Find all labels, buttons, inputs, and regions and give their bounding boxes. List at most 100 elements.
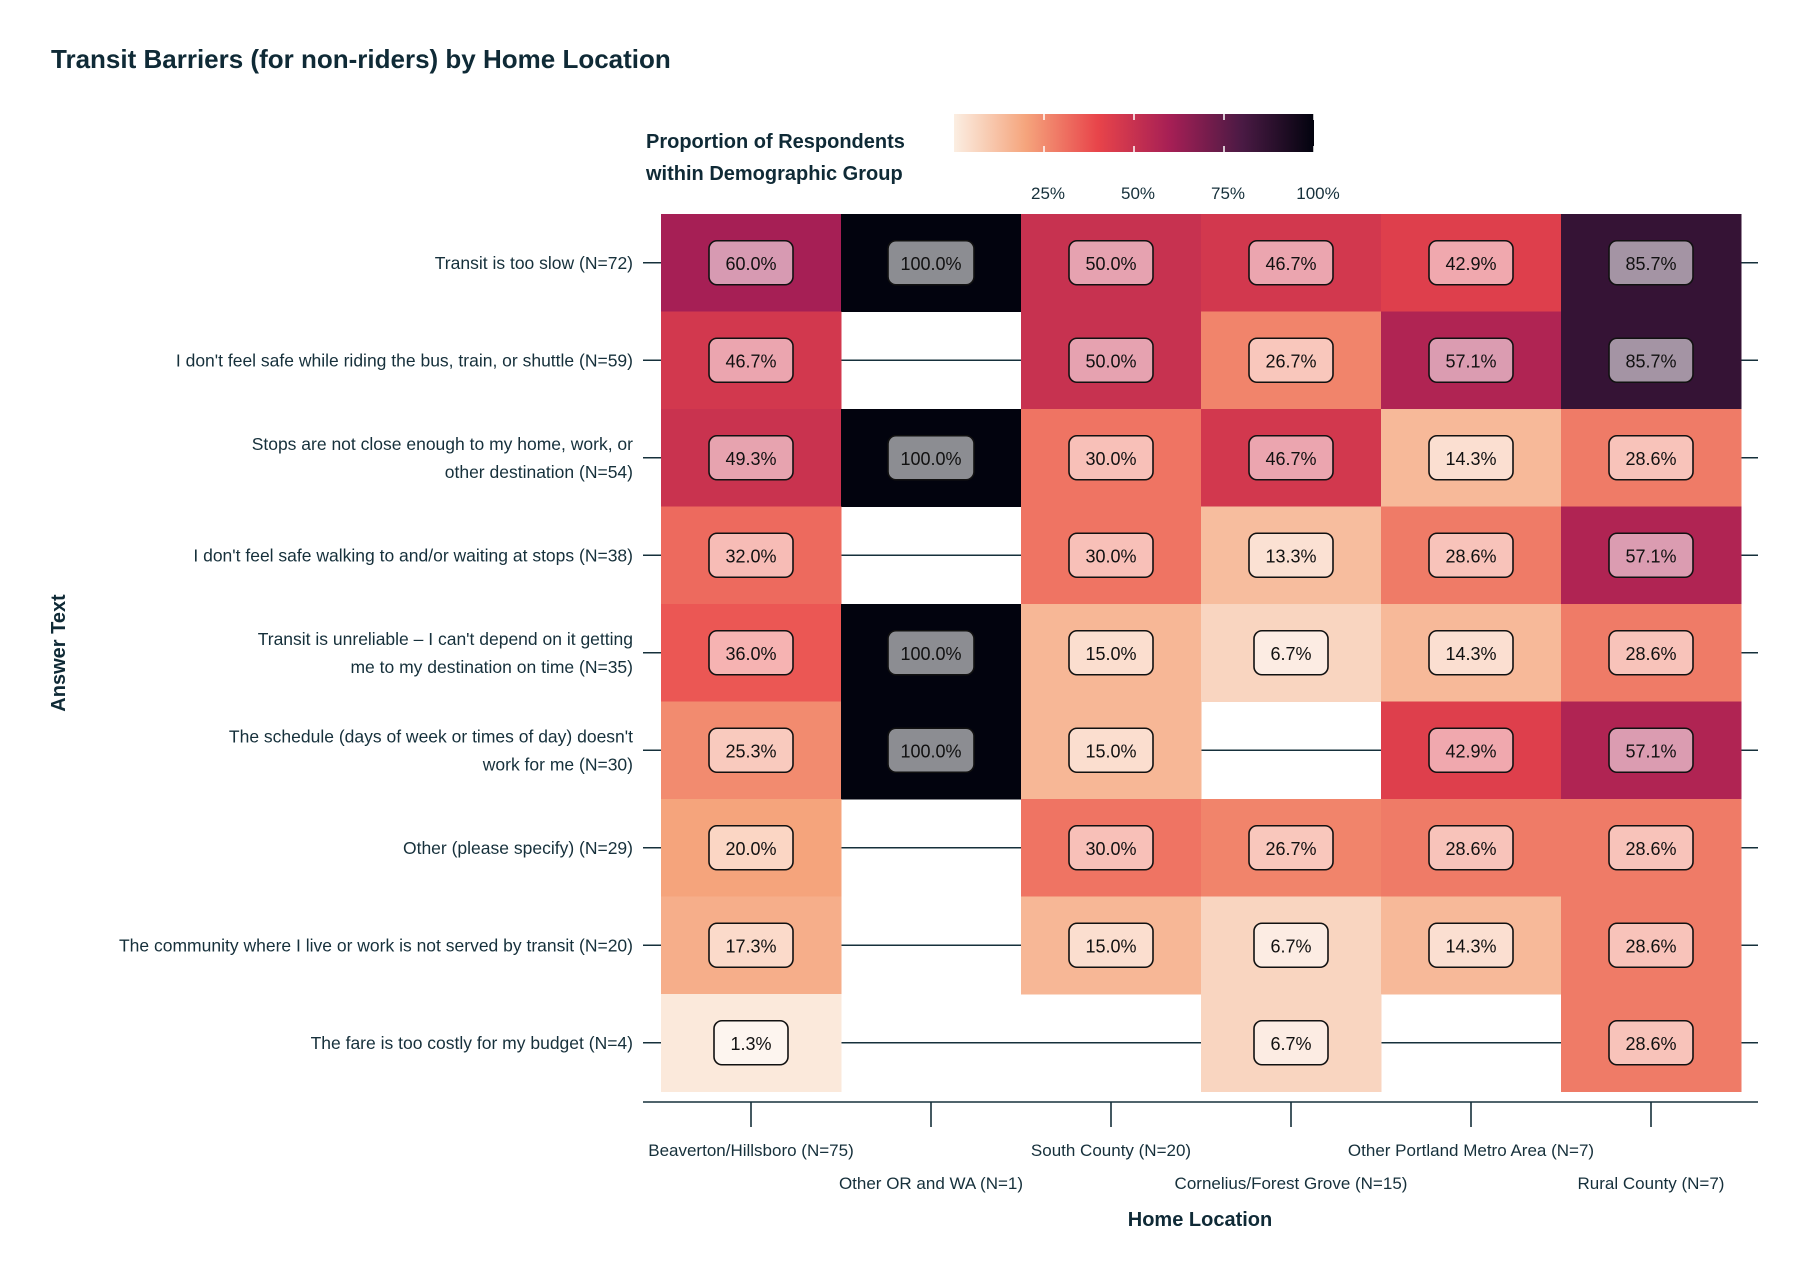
cell-label: 14.3% [1445,644,1496,664]
cell-label-box [1428,239,1514,286]
cell-label-box [708,824,794,871]
y-tick-label: Transit is unreliable – I can't depend o… [258,629,633,677]
cell-label-box [713,1019,789,1066]
x-tick-label: Other Portland Metro Area (N=7) [1348,1141,1594,1160]
cell-label: 36.0% [725,644,776,664]
x-tick-label: Rural County (N=7) [1578,1174,1725,1193]
legend-colorbar [954,114,1314,152]
cell-label: 17.3% [725,936,776,956]
cell-label-box [1068,824,1154,871]
y-tick-label: Stops are not close enough to my home, w… [252,434,633,482]
x-tick-label: Other OR and WA (N=1) [839,1174,1023,1193]
cell-label-box [1428,337,1514,384]
cell-label: 30.0% [1085,839,1136,859]
x-tick-label: South County (N=20) [1031,1141,1191,1160]
cell-label-box [1248,434,1334,481]
cell-label-box [708,922,794,969]
cell-label-box [1068,629,1154,676]
y-tick-label: The fare is too costly for my budget (N=… [311,1033,633,1053]
cell-label: 28.6% [1625,449,1676,469]
y-tick-label: I don't feel safe walking to and/or wait… [193,545,633,565]
cell-label: 14.3% [1445,936,1496,956]
legend-tick-label: 25% [1031,184,1065,203]
cell-label-box [1428,727,1514,774]
cell-label: 57.1% [1625,546,1676,566]
cell-label-box [1068,337,1154,384]
cell-label-box [1428,532,1514,579]
cell-label: 42.9% [1445,741,1496,761]
cell-label: 57.1% [1445,351,1496,371]
cell-label-box [1248,337,1334,384]
cell-label-box [708,532,794,579]
cell-label: 28.6% [1625,644,1676,664]
cell-label-box [1068,239,1154,286]
x-tick-label: Beaverton/Hillsboro (N=75) [648,1141,854,1160]
cell-label: 100.0% [900,644,961,664]
cell-label-box [887,239,975,286]
cell-label-box [1608,922,1694,969]
cell-label: 85.7% [1625,254,1676,274]
cell-label-box [887,434,975,481]
cell-label-box [1608,337,1694,384]
y-tick-label: The community where I live or work is no… [119,935,633,955]
cell-label: 14.3% [1445,449,1496,469]
heatmap-cell-labels: 60.0% 100.0% 50.0% 46.7% 42.9% 85.7% 46.7% 50.0… [708,239,1694,1066]
cell-label-box [1608,727,1694,774]
cell-label: 13.3% [1265,546,1316,566]
legend-tick-label: 75% [1211,184,1245,203]
x-tick-label: Cornelius/Forest Grove (N=15) [1175,1174,1408,1193]
cell-label: 15.0% [1085,936,1136,956]
y-axis: Transit is too slow (N=72) I don't feel s… [48,253,633,1053]
cell-label: 100.0% [900,449,961,469]
legend-title: Proportion of Respondents within Demogra… [646,131,905,185]
cell-label-box [708,337,794,384]
cell-label: 30.0% [1085,546,1136,566]
cell-label-box [1068,727,1154,774]
cell-label-box [1608,434,1694,481]
cell-label-box [1428,922,1514,969]
cell-label: 60.0% [725,254,776,274]
y-tick-label: I don't feel safe while riding the bus, … [176,350,633,370]
x-axis: Beaverton/Hillsboro (N=75) Other OR and W… [643,1101,1758,1231]
cell-label: 1.3% [730,1034,771,1054]
cell-label-box [1608,1019,1694,1066]
cell-label: 32.0% [725,546,776,566]
cell-label: 100.0% [900,254,961,274]
cell-label: 6.7% [1270,936,1311,956]
cell-label: 50.0% [1085,351,1136,371]
legend-tick-label: 50% [1121,184,1155,203]
cell-label-box [708,727,794,774]
cell-label: 26.7% [1265,839,1316,859]
cell-label-box [1248,824,1334,871]
cell-label-box [1608,532,1694,579]
cell-label: 20.0% [725,839,776,859]
y-tick-label: The schedule (days of week or times of d… [229,726,633,774]
cell-label-box [887,629,975,676]
cell-label: 42.9% [1445,254,1496,274]
legend-tick-label: 100% [1296,184,1339,203]
y-tick-label: Other (please specify) (N=29) [403,838,633,858]
y-axis-label: Answer Text [48,594,70,712]
cell-label: 25.3% [725,741,776,761]
cell-label-box [1253,1019,1329,1066]
cell-label: 30.0% [1085,449,1136,469]
cell-label: 26.7% [1265,351,1316,371]
cell-label-box [887,727,975,774]
cell-label-box [1253,629,1329,676]
cell-label: 100.0% [900,741,961,761]
cell-label-box [1428,629,1514,676]
color-legend: 25% 50% 75% 100% [954,114,1340,203]
cell-label: 49.3% [725,449,776,469]
chart-title: Transit Barriers (for non-riders) by Hom… [51,44,671,74]
cell-label: 50.0% [1085,254,1136,274]
cell-label: 28.6% [1625,839,1676,859]
cell-label-box [1068,434,1154,481]
cell-label-box [1068,922,1154,969]
cell-label-box [1253,922,1329,969]
cell-label: 15.0% [1085,644,1136,664]
cell-label: 46.7% [1265,449,1316,469]
heatmap-cells [661,214,1742,1092]
cell-label: 6.7% [1270,644,1311,664]
